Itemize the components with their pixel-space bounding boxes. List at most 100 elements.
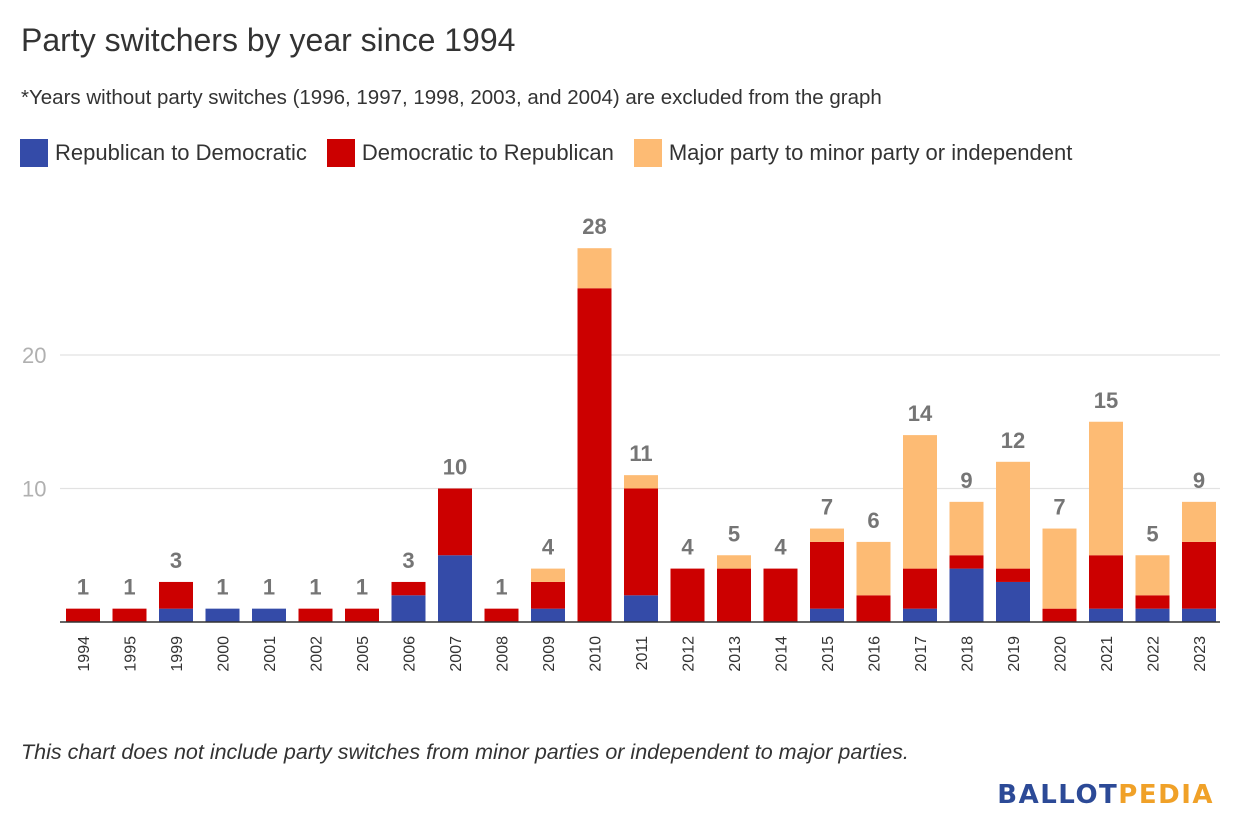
total-label-2001: 1 [263,575,275,600]
total-label-2015: 7 [821,495,833,520]
bar-2022-series-0 [1135,608,1170,622]
x-tick-label-2010: 2010 [588,636,605,672]
bar-2007-series-1 [438,488,472,556]
bar-2018-series-0 [949,568,984,622]
total-label-1994: 1 [77,575,89,600]
bar-1999-series-0 [159,608,193,622]
bar-2019-series-2 [996,461,1030,569]
bar-1999-series-1 [159,581,193,609]
x-tick-label-2016: 2016 [867,636,884,672]
x-tick-label-2017: 2017 [913,636,930,672]
bar-2011-series-1 [624,488,658,596]
bar-2013-series-2 [717,555,751,569]
legend-item-major-to-minor: Major party to minor party or independen… [633,139,1072,167]
x-tick-label-2007: 2007 [448,636,465,672]
chart-legend: Republican to Democratic Democratic to R… [20,138,1092,168]
x-tick-label-2014: 2014 [774,636,791,672]
bar-2023-series-0 [1182,608,1216,622]
bar-2016-series-1 [856,595,891,622]
total-label-2013: 5 [728,521,740,546]
x-tick-label-2020: 2020 [1053,636,1070,672]
x-tick-label-2009: 2009 [541,636,558,672]
bar-2018-series-2 [949,501,984,556]
total-label-2007: 10 [443,455,467,480]
x-tick-label-1999: 1999 [169,636,186,672]
chart-title: Party switchers by year since 1994 [21,22,516,58]
x-tick-label-2000: 2000 [216,636,233,672]
bar-1994-series-1 [66,608,100,622]
x-tick-label-2002: 2002 [309,636,326,672]
chart-footnote: This chart does not include party switch… [21,740,909,764]
bar-2019-series-1 [996,568,1030,582]
x-tick-label-2006: 2006 [402,636,419,672]
bar-2015-series-0 [810,608,844,622]
bar-2011-series-2 [624,475,658,489]
bar-2022-series-2 [1135,555,1170,596]
y-tick-label-20: 20 [22,343,46,368]
bar-2021-series-2 [1089,421,1123,556]
bar-2019-series-0 [996,581,1030,622]
total-label-2002: 1 [309,575,321,600]
chart-subtitle: *Years without party switches (1996, 199… [21,86,882,109]
x-tick-label-2019: 2019 [1006,636,1023,672]
bar-2020-series-1 [1042,608,1077,622]
legend-item-dem-to-rep: Democratic to Republican [326,139,614,167]
x-tick-label-2005: 2005 [355,636,372,672]
x-tick-label-2022: 2022 [1146,636,1163,672]
total-label-2017: 14 [908,401,933,426]
bar-2015-series-2 [810,528,844,542]
bar-2009-series-0 [531,608,565,622]
legend-label-rep-to-dem: Republican to Democratic [55,140,307,165]
total-label-2008: 1 [495,575,507,600]
logo-part-pedia: PEDIA [1118,780,1214,810]
bar-2020-series-2 [1042,528,1077,609]
total-label-1999: 3 [170,548,182,573]
bar-2000-series-0 [205,608,240,622]
x-tick-label-2023: 2023 [1192,636,1209,672]
bar-2015-series-1 [810,541,844,609]
bars [66,248,1216,622]
bar-1995-series-1 [112,608,147,622]
bar-2017-series-0 [903,608,937,622]
total-label-2014: 4 [774,535,787,560]
total-label-2021: 15 [1094,388,1118,413]
total-label-2016: 6 [867,508,879,533]
total-label-2011: 11 [629,441,652,466]
x-tick-label-2011: 2011 [634,636,651,671]
bar-2014-series-1 [763,568,798,622]
grid-lines: 10 20 [22,343,1220,502]
legend-swatch-major-to-minor [633,139,662,167]
x-tick-labels: 1994 1995 1999 2000 2001 2002 2005 2006 2007 2008… [76,636,1209,672]
bar-2011-series-0 [624,595,658,622]
x-tick-label-2015: 2015 [820,636,837,672]
bar-2010-series-1 [577,288,612,622]
total-label-2000: 1 [216,575,228,600]
y-tick-label-10: 10 [22,477,46,502]
bar-2023-series-1 [1182,541,1216,609]
bar-2023-series-2 [1182,501,1216,542]
total-label-2020: 7 [1053,495,1065,520]
x-tick-label-2001: 2001 [262,636,279,672]
bar-2006-series-0 [391,595,426,622]
total-label-2012: 4 [681,535,694,560]
x-tick-label-1994: 1994 [76,636,93,672]
bar-2021-series-0 [1089,608,1123,622]
bar-2018-series-1 [949,555,984,569]
legend-swatch-dem-to-rep [326,139,355,167]
logo-part-ballot: BALLOT [997,780,1119,810]
bar-2001-series-0 [252,608,286,622]
bar-2002-series-1 [298,608,333,622]
total-label-2023: 9 [1193,468,1205,493]
total-label-2010: 28 [582,214,606,239]
bar-2007-series-0 [438,555,472,622]
total-label-2009: 4 [542,535,555,560]
x-tick-label-2008: 2008 [495,636,512,672]
x-tick-label-1995: 1995 [123,636,140,672]
legend-item-rep-to-dem: Republican to Democratic [20,139,307,167]
bar-2016-series-2 [856,541,891,596]
bar-2013-series-1 [717,568,751,622]
x-tick-label-2013: 2013 [727,636,744,672]
x-tick-label-2018: 2018 [960,636,977,672]
